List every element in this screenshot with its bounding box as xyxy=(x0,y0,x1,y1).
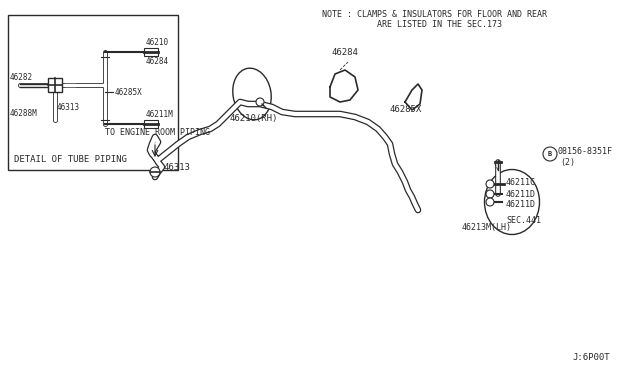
Text: TO ENGINE ROOM PIPING: TO ENGINE ROOM PIPING xyxy=(105,128,210,137)
Circle shape xyxy=(486,198,494,206)
Text: 46211M: 46211M xyxy=(146,110,173,119)
Circle shape xyxy=(486,180,494,188)
Text: 46210(RH): 46210(RH) xyxy=(230,114,278,123)
Text: 46211C: 46211C xyxy=(506,177,536,186)
Text: 46282: 46282 xyxy=(10,73,33,82)
Text: 46313: 46313 xyxy=(163,163,190,171)
Bar xyxy=(48,78,62,92)
Text: 46313: 46313 xyxy=(57,103,80,112)
Text: 46284: 46284 xyxy=(332,48,358,57)
Text: 46211D: 46211D xyxy=(506,199,536,208)
Text: 46284: 46284 xyxy=(146,57,169,66)
Text: 46213M(LH): 46213M(LH) xyxy=(462,222,512,231)
Ellipse shape xyxy=(233,68,271,120)
Text: 46211D: 46211D xyxy=(506,189,536,199)
Text: NOTE : CLAMPS & INSULATORS FOR FLOOR AND REAR
           ARE LISTED IN THE SEC.1: NOTE : CLAMPS & INSULATORS FOR FLOOR AND… xyxy=(322,10,547,29)
Ellipse shape xyxy=(484,170,540,234)
Bar xyxy=(144,120,158,128)
Text: J:6P00T: J:6P00T xyxy=(572,353,610,362)
Circle shape xyxy=(486,190,494,198)
Text: B: B xyxy=(548,151,552,157)
Text: 08156-8351F: 08156-8351F xyxy=(558,147,613,155)
Text: (2): (2) xyxy=(560,157,575,167)
Circle shape xyxy=(543,147,557,161)
Text: 46210: 46210 xyxy=(146,38,169,47)
Text: SEC.441: SEC.441 xyxy=(506,215,541,224)
Text: 46285X: 46285X xyxy=(390,105,422,114)
Text: 46288M: 46288M xyxy=(10,109,38,118)
Text: 46285X: 46285X xyxy=(115,87,143,96)
Bar xyxy=(144,48,158,56)
Circle shape xyxy=(150,167,160,177)
Text: DETAIL OF TUBE PIPING: DETAIL OF TUBE PIPING xyxy=(14,155,127,164)
Circle shape xyxy=(256,98,264,106)
Bar xyxy=(8,15,178,170)
